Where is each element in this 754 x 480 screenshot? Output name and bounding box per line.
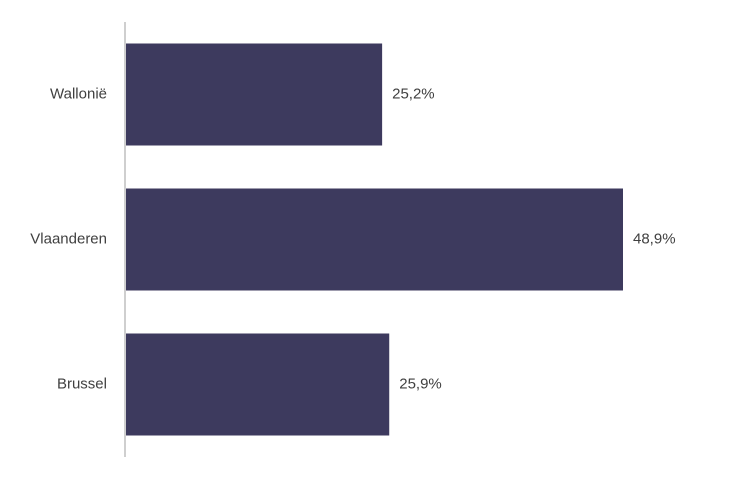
bar [126, 43, 383, 146]
y-tick-label: Wallonië [50, 85, 107, 102]
y-tick-label: Vlaanderen [30, 230, 107, 247]
bar [126, 188, 623, 291]
data-label: 25,9% [399, 375, 442, 392]
y-tick-label: Brussel [57, 375, 107, 392]
bar [126, 333, 390, 436]
data-label: 25,2% [392, 85, 435, 102]
data-label: 48,9% [633, 230, 676, 247]
